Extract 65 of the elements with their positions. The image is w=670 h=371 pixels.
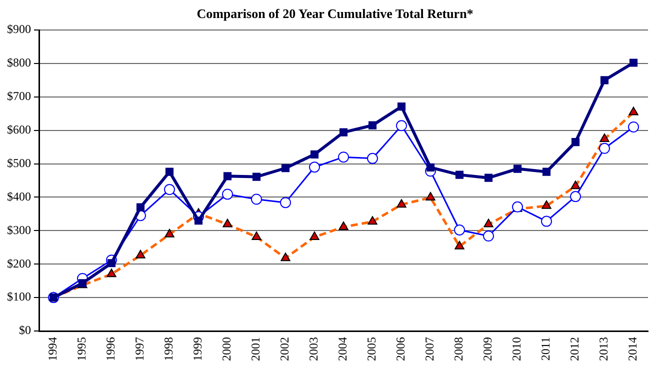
point [368, 121, 377, 130]
point [542, 168, 551, 176]
point [310, 150, 319, 158]
point [251, 194, 262, 205]
point [165, 168, 174, 176]
point [454, 224, 465, 236]
x-tick-label: 2010 [510, 337, 524, 361]
point [281, 164, 290, 172]
x-tick-label: 2007 [422, 337, 437, 361]
point [252, 172, 261, 181]
point [628, 121, 639, 132]
x-tick-label: 1995 [74, 337, 89, 361]
x-tick-label: 2005 [364, 337, 379, 361]
x-tick-label: 1999 [190, 337, 205, 361]
y-tick-label: $800 [7, 56, 31, 70]
x-tick-label: 2004 [336, 337, 350, 361]
x-tick-label: 2000 [220, 337, 234, 361]
point [600, 76, 609, 84]
y-tick-label: $900 [7, 22, 31, 36]
point [194, 216, 203, 225]
x-tick-label: 2001 [248, 337, 263, 361]
point [397, 102, 406, 111]
point [629, 58, 638, 67]
point [599, 142, 610, 154]
point [164, 184, 175, 196]
point [483, 230, 494, 242]
point [309, 162, 320, 173]
y-tick-label: $500 [7, 156, 31, 170]
y-tick-label: $200 [7, 256, 31, 270]
point [455, 170, 464, 179]
point [571, 138, 580, 146]
point [367, 152, 378, 164]
point [484, 174, 493, 182]
point [513, 164, 522, 173]
x-tick-label: 2014 [626, 337, 640, 361]
x-tick-label: 2011 [538, 337, 553, 361]
y-tick-label: $0 [19, 323, 31, 338]
point [222, 188, 233, 200]
x-tick-label: 1997 [132, 337, 147, 361]
point [280, 197, 291, 208]
x-tick-label: 2003 [306, 337, 321, 361]
point [396, 120, 407, 132]
y-tick-label: $400 [7, 189, 31, 204]
x-tick-label: 2008 [452, 337, 466, 361]
point [426, 163, 435, 172]
y-tick-label: $700 [7, 89, 31, 104]
x-tick-label: 1996 [104, 337, 118, 361]
point [541, 216, 552, 227]
y-tick-label: $300 [7, 222, 31, 237]
x-tick-label: 2002 [278, 337, 292, 361]
x-tick-label: 2006 [394, 337, 408, 361]
point [570, 191, 581, 202]
point [136, 203, 145, 212]
point [223, 172, 232, 180]
x-tick-label: 1998 [162, 337, 176, 361]
chart-title: Comparison of 20 Year Cumulative Total Return* [196, 6, 474, 22]
y-tick-label: $100 [7, 290, 31, 304]
point [338, 152, 349, 163]
x-tick-label: 1994 [46, 337, 60, 361]
x-tick-label: 2013 [596, 337, 611, 361]
x-tick-label: 2012 [568, 337, 582, 361]
point [339, 128, 348, 136]
y-tick-label: $600 [7, 122, 31, 136]
point [107, 259, 116, 268]
x-tick-label: 2009 [480, 337, 495, 361]
